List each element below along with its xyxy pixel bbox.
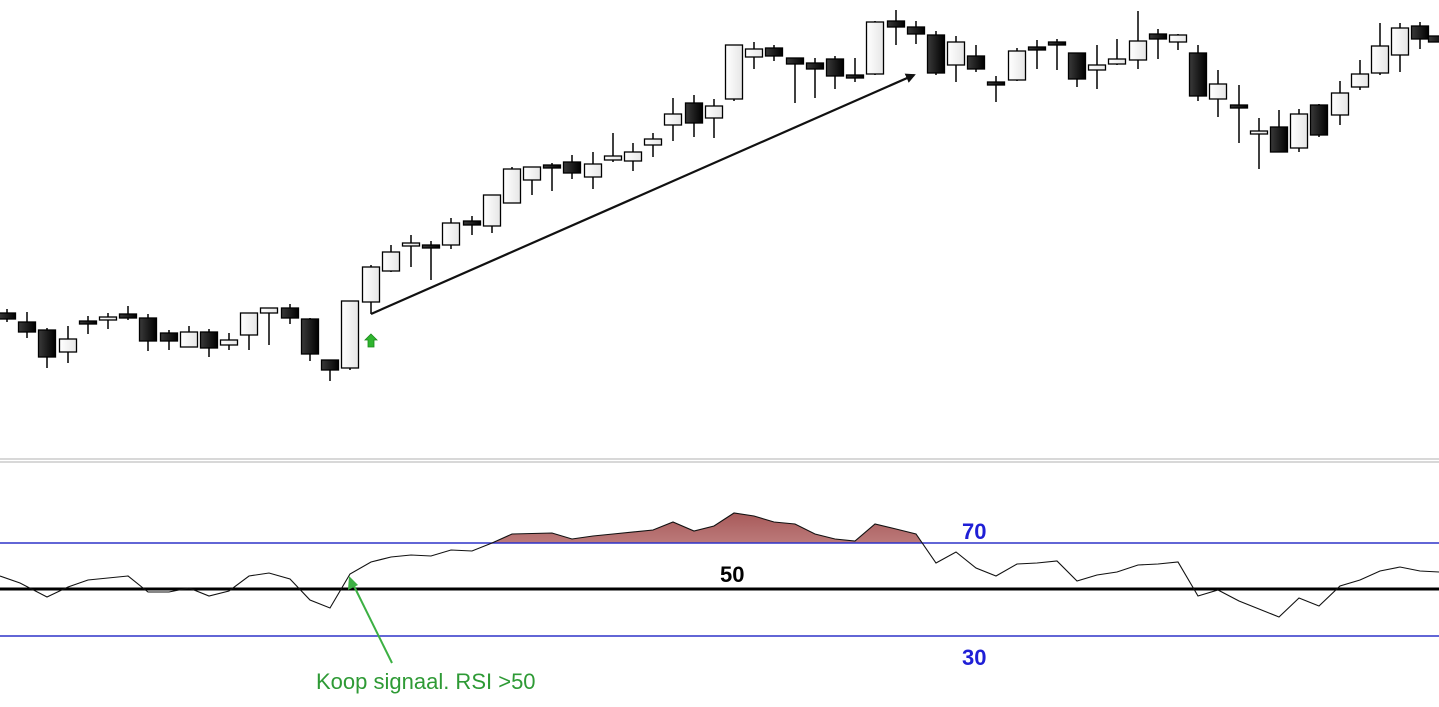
overbought-area <box>0 513 1439 543</box>
candle <box>1007 48 1027 81</box>
candle <box>1330 81 1350 125</box>
candle <box>1309 104 1329 137</box>
candle <box>462 216 482 235</box>
rsi-panel <box>0 512 1439 637</box>
candle <box>482 194 502 233</box>
candle <box>805 58 825 98</box>
candle <box>441 218 461 249</box>
candle <box>1148 29 1168 59</box>
candle <box>199 329 219 357</box>
candle <box>946 36 966 82</box>
candle <box>239 312 259 350</box>
candle <box>583 152 603 189</box>
rsi-level-70-label: 70 <box>962 519 987 544</box>
rsi-level-50-label: 50 <box>720 562 745 587</box>
rsi-level-30-label: 30 <box>962 645 987 670</box>
candle <box>37 328 57 368</box>
candle <box>0 309 17 322</box>
candle <box>865 21 885 75</box>
candle <box>1289 109 1309 152</box>
candle <box>966 45 986 72</box>
candle <box>401 235 421 267</box>
candle <box>562 155 582 179</box>
candle <box>17 312 37 338</box>
rsi-line <box>0 512 1439 618</box>
candle <box>1067 52 1087 87</box>
candle <box>502 167 522 204</box>
candle <box>300 318 320 361</box>
candle <box>259 307 279 345</box>
candle <box>1249 118 1269 169</box>
candle <box>320 359 340 381</box>
candle <box>764 45 784 61</box>
candle <box>522 166 542 195</box>
candle <box>724 44 744 101</box>
candle <box>1390 23 1410 72</box>
candle <box>744 42 764 69</box>
candle <box>179 326 199 348</box>
price-panel <box>0 10 1439 381</box>
candle <box>906 21 926 44</box>
candle <box>118 306 138 320</box>
candle <box>986 76 1006 102</box>
candle <box>138 314 158 351</box>
candle <box>1107 39 1127 65</box>
candle <box>1269 110 1289 153</box>
candle <box>1168 34 1188 50</box>
candle <box>1350 60 1370 90</box>
candle <box>825 56 845 89</box>
candle <box>542 163 562 191</box>
candle <box>663 98 683 141</box>
candle <box>1208 70 1228 117</box>
candle <box>1370 23 1390 75</box>
candle <box>845 58 865 82</box>
candle <box>280 304 300 324</box>
candle <box>1229 85 1249 143</box>
candle <box>623 143 643 171</box>
candle <box>603 133 623 162</box>
candle <box>1128 11 1148 69</box>
candle <box>381 245 401 272</box>
candle <box>340 300 360 370</box>
candle <box>926 31 946 75</box>
candle <box>159 330 179 350</box>
candle <box>684 95 704 137</box>
candle <box>643 133 663 157</box>
candle <box>58 326 78 363</box>
candle <box>1087 45 1107 89</box>
candle <box>886 10 906 45</box>
trend-arrow <box>370 73 916 316</box>
candle <box>785 57 805 103</box>
candle <box>1427 35 1439 43</box>
candle <box>1410 22 1430 49</box>
buy-signal-arrow-icon <box>364 333 378 348</box>
candle <box>421 241 441 280</box>
candle <box>704 99 724 138</box>
annotation-pointer-head <box>348 576 358 590</box>
annotation-pointer-arrow <box>351 581 393 664</box>
candle <box>1188 45 1208 101</box>
candle <box>78 316 98 334</box>
candle <box>1027 40 1047 69</box>
buy-signal-annotation: Koop signaal. RSI >50 <box>316 669 536 694</box>
candle <box>361 265 381 314</box>
candle <box>219 333 239 350</box>
candle <box>98 313 118 329</box>
candle <box>1047 39 1067 70</box>
